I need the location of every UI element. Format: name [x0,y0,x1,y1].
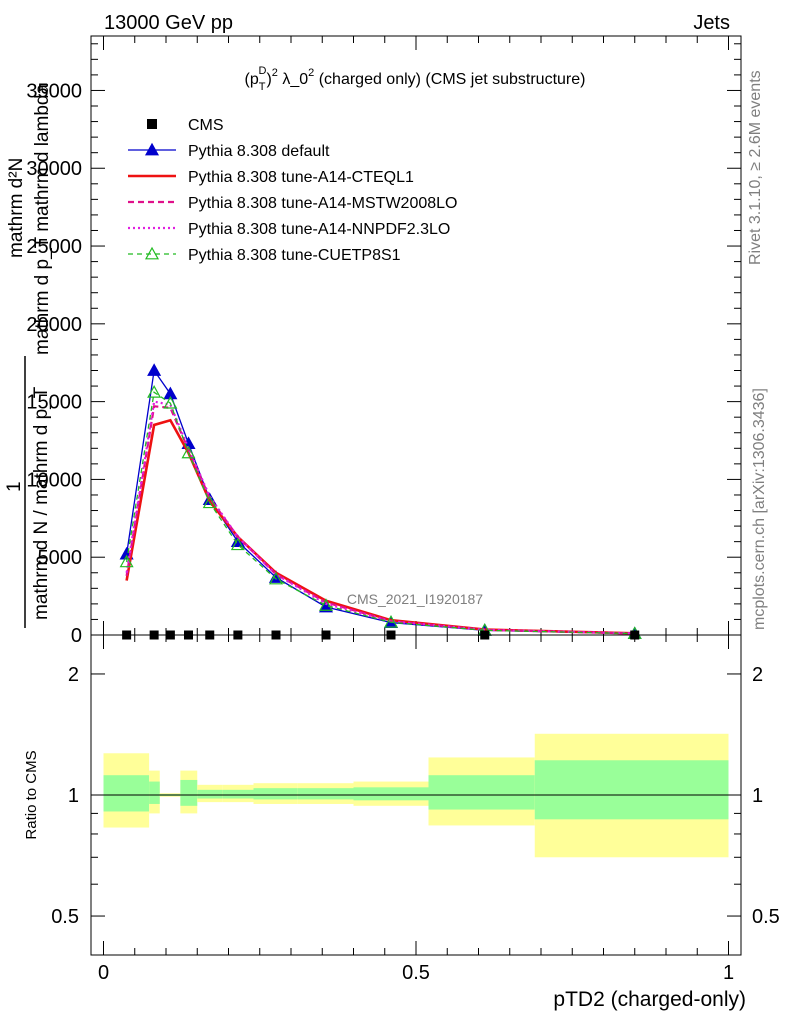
series-point-5 [230,537,245,551]
ratio-band-stat [534,760,729,820]
legend-label: CMS [188,117,224,134]
mcplots-label: mcplots.cern.ch [arXiv:1306.3436] [751,388,768,630]
x-tick-label: 0.5 [402,962,430,984]
series-line-5 [125,391,635,635]
ratio-y-tick-label-right: 2 [752,664,763,686]
y-label-pre-denominator: mathrm d N / mathrm d p_T [31,386,52,620]
series-point-1 [163,386,178,400]
series-point-5 [181,445,196,459]
legend-label: Pythia 8.308 tune-A14-CTEQL1 [188,169,414,186]
y-label-denominator: mathrm d p_T mathrm d lambda [32,84,53,355]
ratio-band-stat [297,788,354,800]
main-panel: 0 5000 10000 15000 20000 25000 30000 35000 CMS_… [26,35,742,647]
x-tick-label: 0 [98,962,109,984]
ratio-y-tick-label: 0.5 [51,906,79,928]
series-point-5 [318,598,334,611]
legend-label: Pythia 8.308 tune-CUETP8S1 [188,247,401,264]
ratio-band-stat [103,775,150,812]
series-point-5 [163,395,178,409]
ratio-panel: 0.5 0.51 12 2 0 0.5 1 Ratio to CMS [23,634,780,984]
main-y-label: mathrm d N / mathrm d p_T 1 mathrm d²N m… [4,84,53,628]
ratio-x-ticks: 0 0.5 1 [98,635,734,984]
plot-title: (pTD)2 λ_02 (charged only) (CMS jet subs… [245,65,586,93]
y-label-numerator: mathrm d²N [6,158,27,258]
series-point-5 [383,615,399,628]
energy-label: 13000 GeV pp [104,12,233,34]
legend: CMS Pythia 8.308 default Pythia 8.308 tune… [128,117,457,264]
legend-marker-cms [147,119,157,129]
x-axis-label: pTD2 (charged-only) [553,988,746,1011]
rivet-label: Rivet 3.1.10, ≥ 2.6M events [747,70,764,265]
ratio-y-ticks: 0.5 0.5 1 1 2 2 [51,664,780,928]
y-label-pre-numerator: 1 [4,481,25,492]
legend-label: Pythia 8.308 tune-A14-MSTW2008LO [188,195,457,212]
process-label: Jets [693,12,730,34]
legend-label: Pythia 8.308 default [188,143,330,160]
main-y-ticks: 0 5000 10000 15000 20000 25000 30000 35000 [26,43,741,647]
series-point-5 [119,554,134,568]
main-y-tick-label: 25000 [26,236,82,258]
ratio-band-stat [428,775,535,810]
ratio-y-tick-label-right: 0.5 [752,906,780,928]
series-point-5 [268,571,284,585]
main-y-tick-label: 5000 [38,547,83,569]
ratio-y-tick-label-right: 1 [752,785,763,807]
ratio-band-stat [222,789,254,799]
series-point-1 [147,363,162,376]
ratio-y-tick-label: 2 [68,664,79,686]
legend-marker [144,246,160,260]
main-y-tick-label: 20000 [26,314,82,336]
legend-label: Pythia 8.308 tune-A14-NNPDF2.3LO [188,221,450,238]
ratio-bands [103,733,729,858]
ratio-band-stat [197,789,223,799]
main-y-tick-label: 10000 [26,469,82,491]
main-y-tick-label: 0 [71,625,82,647]
ratio-band-stat [149,781,160,804]
ratio-band-stat [353,787,429,801]
ratio-y-tick-label: 1 [68,785,79,807]
ratio-band-stat [253,788,298,800]
legend-marker [144,142,160,156]
series-point-5 [202,495,217,509]
main-y-tick-label: 15000 [26,392,82,414]
ratio-band-stat [180,779,198,806]
watermark: CMS_2021_I1920187 [347,591,483,607]
ratio-y-label: Ratio to CMS [23,750,40,839]
main-series [119,363,642,639]
main-y-tick-label: 35000 [26,80,82,102]
main-y-tick-label: 30000 [26,158,82,180]
series-point-5 [147,385,162,398]
x-tick-label: 1 [723,962,734,984]
